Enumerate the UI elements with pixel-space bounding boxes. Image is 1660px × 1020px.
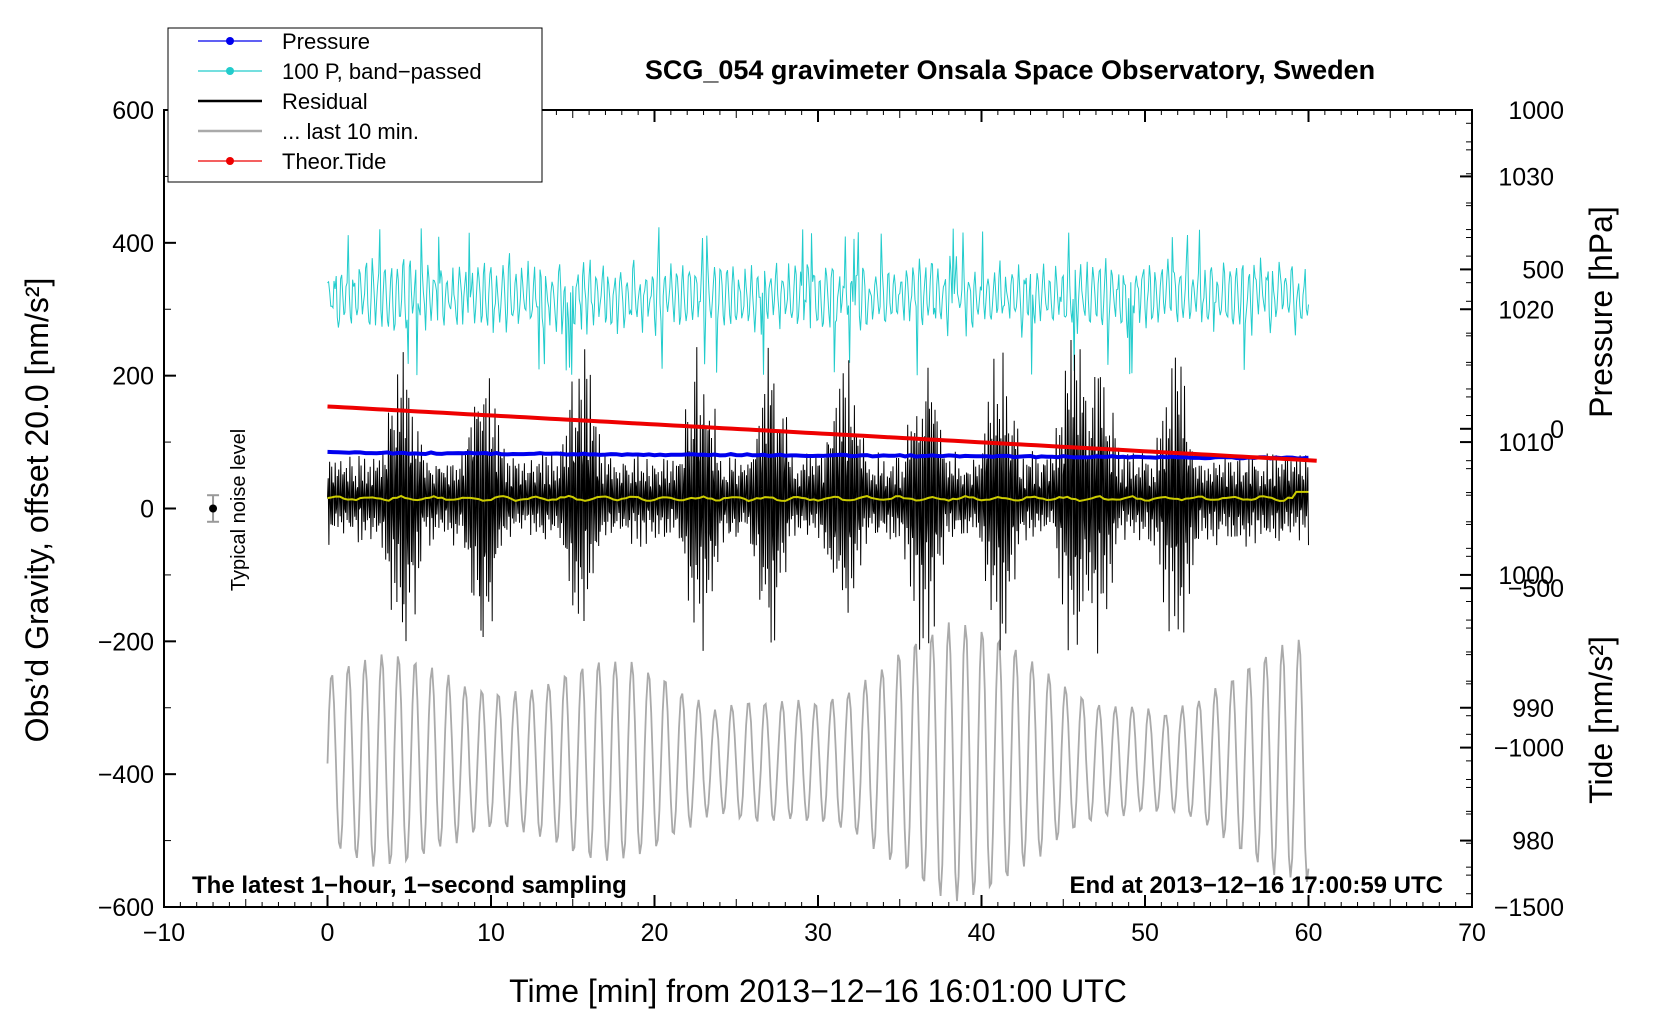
- pressure-tick-label: 1030: [1498, 163, 1554, 191]
- legend-marker: [226, 157, 234, 165]
- pressure-tick-label: 1020: [1498, 296, 1554, 324]
- pressure-tick-label: 1000: [1498, 562, 1554, 590]
- tide-tick-label: −500: [1508, 575, 1564, 603]
- legend-label: Pressure: [282, 29, 370, 54]
- y-tick-label: −200: [98, 628, 154, 656]
- x-tick-label: 30: [804, 919, 832, 947]
- legend-box: [167, 27, 543, 183]
- series-layer: [326, 227, 1317, 902]
- x-tick-label: 10: [477, 919, 505, 947]
- y-tick-label: 0: [140, 496, 154, 524]
- legend-label: Theor.Tide: [282, 149, 386, 174]
- series-smoothed-residual: [327, 490, 1309, 503]
- pressure-axis: 1030 1020 1010 1000 990 980: [1460, 122, 1554, 895]
- pressure-tick-label: 980: [1512, 828, 1554, 856]
- series-residual: [327, 339, 1309, 654]
- legend-marker: [226, 37, 234, 45]
- series-band-passed-pressure: [327, 227, 1309, 376]
- x-tick-label: 50: [1131, 919, 1159, 947]
- tide-tick-label: −1500: [1494, 894, 1564, 922]
- legend-marker: [226, 67, 234, 75]
- pressure-tick-label: 990: [1512, 695, 1554, 723]
- x-tick-label: 0: [321, 919, 335, 947]
- y-axis-left: 600 400 200 0 −200 −400 −600: [98, 97, 176, 922]
- tide-tick-label: 1000: [1508, 97, 1564, 125]
- y-tick-label: 600: [112, 97, 154, 125]
- x-tick-label: −10: [143, 919, 185, 947]
- legend-entries: Pressure 100 P, band−passed Residual ... la…: [198, 29, 482, 174]
- series-pressure: [327, 449, 1309, 461]
- legend-label: 100 P, band−passed: [282, 59, 482, 84]
- pressure-tick-label: 1010: [1498, 429, 1554, 457]
- legend-label: ... last 10 min.: [282, 119, 419, 144]
- noise-indicator: [207, 494, 220, 523]
- series-last-10-min: [326, 622, 1310, 902]
- chart-title: SCG_054 gravimeter Onsala Space Observat…: [645, 55, 1375, 85]
- series-theoretical-tide: [327, 404, 1317, 463]
- x-tick-label: 40: [968, 919, 996, 947]
- x-axis-title: Time [min] from 2013−12−16 16:01:00 UTC: [509, 973, 1127, 1009]
- y-axis-title-left: Obs’d Gravity, offset 20.0 [nm/s²]: [19, 278, 55, 743]
- x-axis: −10 0 10 20 30 40 50 60 70: [143, 110, 1486, 947]
- noise-point: [209, 504, 218, 513]
- annotation-noise-level: Typical noise level: [228, 429, 250, 591]
- y-tick-label: −400: [98, 761, 154, 789]
- y-tick-label: −600: [98, 894, 154, 922]
- y-tick-label: 400: [112, 230, 154, 258]
- annotation-sampling: The latest 1−hour, 1−second sampling: [192, 872, 627, 899]
- x-tick-label: 70: [1458, 919, 1486, 947]
- tide-tick-label: 500: [1522, 256, 1564, 284]
- x-tick-label: 60: [1295, 919, 1323, 947]
- tide-axis: 1000 500 0 −500 −1000 −1500: [1460, 97, 1564, 922]
- y-axis-title-pressure: Pressure [hPa]: [1583, 206, 1619, 418]
- y-axis-title-tide: Tide [nm/s²]: [1583, 636, 1619, 804]
- legend: Pressure 100 P, band−passed Residual ... la…: [167, 27, 543, 183]
- x-tick-label: 20: [641, 919, 669, 947]
- tide-tick-label: −1000: [1494, 735, 1564, 763]
- y-tick-label: 200: [112, 363, 154, 391]
- tide-tick-label: 0: [1550, 416, 1564, 444]
- annotation-end-time: End at 2013−12−16 17:00:59 UTC: [1069, 872, 1443, 899]
- legend-label: Residual: [282, 89, 368, 114]
